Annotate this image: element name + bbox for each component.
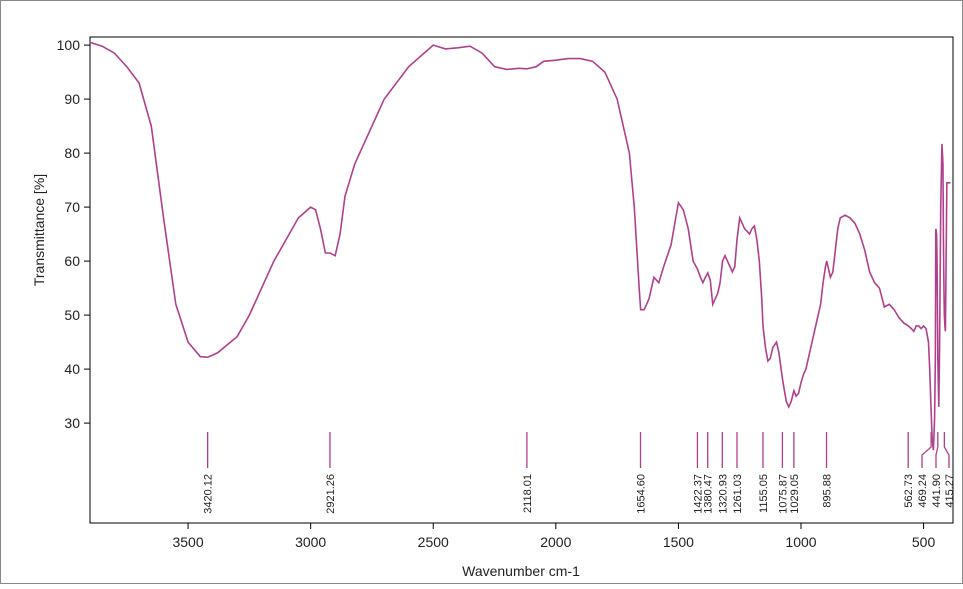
plot-area-frame [89, 36, 954, 524]
x-tick-label: 2500 [418, 534, 449, 550]
peak-label: 562.73 [903, 474, 915, 508]
x-tick-label: 3500 [172, 534, 203, 550]
x-tick-label: 3000 [295, 534, 326, 550]
peak-label: 1261.03 [732, 474, 744, 514]
peak-marker [921, 432, 932, 468]
peak-label: 2118.01 [522, 474, 534, 513]
spectrum-series-line [89, 41, 951, 451]
peak-marker [943, 432, 950, 468]
peak-label: 469.24 [917, 474, 929, 508]
y-tick-label: 40 [64, 361, 80, 377]
peak-label: 1075.87 [777, 474, 789, 514]
x-tick-label: 1500 [663, 534, 694, 550]
peak-label: 3420.12 [203, 474, 215, 514]
peak-label: 2921.26 [325, 474, 337, 514]
y-tick-label: 50 [64, 307, 80, 323]
y-axis: 100 90 80 70 60 50 40 30 [57, 37, 90, 431]
x-tick-label: 500 [912, 534, 936, 550]
x-tick-label: 1000 [785, 534, 816, 550]
x-tick-label: 2000 [540, 534, 571, 550]
y-tick-label: 30 [64, 415, 80, 431]
peak-label: 1029.05 [789, 474, 801, 514]
y-tick-label: 70 [64, 199, 80, 215]
peak-label: 1422.37 [692, 474, 704, 514]
y-tick-label: 60 [64, 253, 80, 269]
x-axis: 3500 3000 2500 2000 1500 1000 500 [172, 523, 935, 550]
peak-markers: 3420.12 2921.26 2118.01 1654.60 1422.371380.… [203, 432, 956, 514]
peak-label: 415.27 [944, 474, 956, 508]
peak-label: 1654.60 [636, 474, 648, 514]
peak-marker [935, 432, 939, 468]
y-axis-label: Transmittance [%] [31, 174, 47, 286]
peak-label: 895.88 [822, 474, 834, 508]
peak-label: 441.90 [931, 474, 943, 508]
y-tick-label: 100 [57, 37, 81, 53]
x-axis-label: Wavenumber cm-1 [462, 563, 580, 579]
peak-label: 1320.93 [717, 474, 729, 514]
peak-label: 1155.05 [758, 474, 770, 513]
peak-label: 1380.47 [703, 474, 715, 514]
y-tick-label: 90 [64, 91, 80, 107]
y-tick-label: 80 [64, 145, 80, 161]
